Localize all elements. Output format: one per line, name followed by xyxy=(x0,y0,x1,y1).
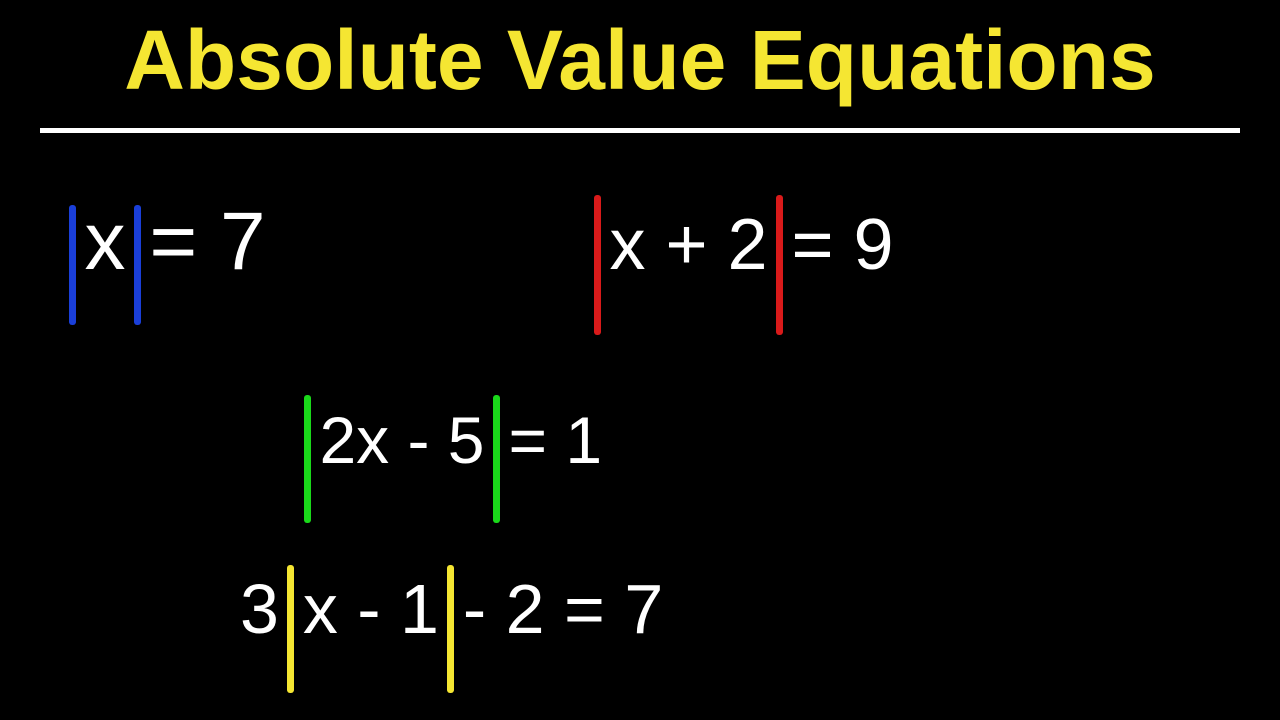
abs-bar-right xyxy=(134,205,141,325)
abs-bar-right xyxy=(776,195,783,335)
equation-2: x + 2 = 9 xyxy=(590,195,894,335)
eq4-suffix: - 2 = 7 xyxy=(463,569,663,649)
eq1-suffix: = 7 xyxy=(149,195,265,289)
abs-bar-left xyxy=(304,395,311,523)
equation-3: 2x - 5 = 1 xyxy=(300,395,602,523)
abs-bar-left xyxy=(287,565,294,693)
eq2-inner: x + 2 xyxy=(609,204,767,286)
eq2-suffix: = 9 xyxy=(791,204,893,286)
equation-4: 3 x - 1 - 2 = 7 xyxy=(240,565,663,693)
abs-bar-left xyxy=(69,205,76,325)
title-underline xyxy=(40,128,1240,133)
eq4-inner: x - 1 xyxy=(303,569,439,649)
eq3-inner: 2x - 5 xyxy=(319,402,484,478)
title-text: Absolute Value Equations xyxy=(124,13,1156,107)
eq1-inner: x xyxy=(84,195,125,289)
page-title: Absolute Value Equations xyxy=(124,12,1156,109)
abs-bar-right xyxy=(447,565,454,693)
equation-1: x = 7 xyxy=(65,195,266,325)
abs-bar-left xyxy=(594,195,601,335)
abs-bar-right xyxy=(493,395,500,523)
eq4-prefix: 3 xyxy=(240,569,279,649)
eq3-suffix: = 1 xyxy=(508,402,602,478)
